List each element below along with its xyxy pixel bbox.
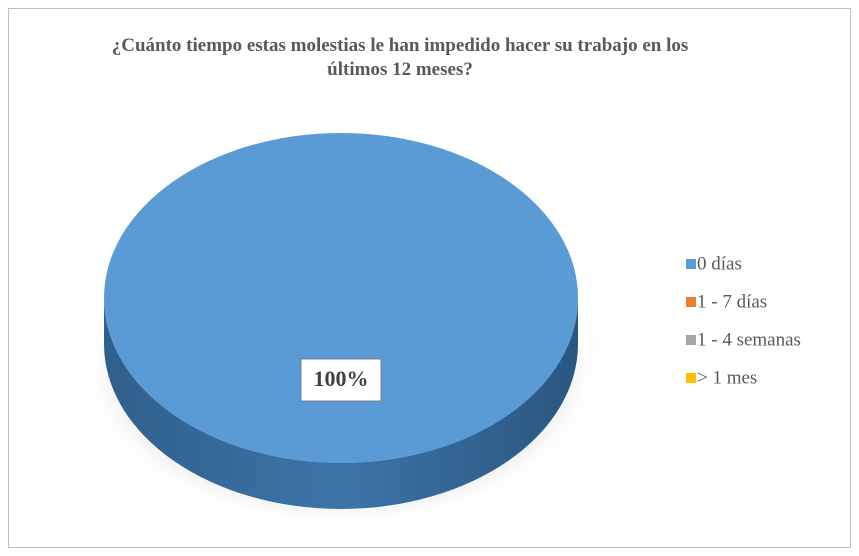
- legend-swatch: [686, 297, 696, 307]
- legend-swatch: [686, 335, 696, 345]
- legend-label: > 1 mes: [697, 367, 757, 388]
- legend-swatch: [686, 373, 696, 383]
- legend-swatch: [686, 259, 696, 269]
- legend-label: 0 días: [697, 253, 742, 274]
- data-label-box: [300, 358, 382, 402]
- pie-slice: [104, 133, 578, 463]
- legend-label: 1 - 4 semanas: [697, 329, 801, 350]
- pie-side: [104, 298, 578, 509]
- legend-label: 1 - 7 días: [697, 291, 767, 312]
- data-label: 100%: [314, 366, 369, 391]
- chart-title: ¿Cuánto tiempo estas molestias le han im…: [111, 35, 689, 80]
